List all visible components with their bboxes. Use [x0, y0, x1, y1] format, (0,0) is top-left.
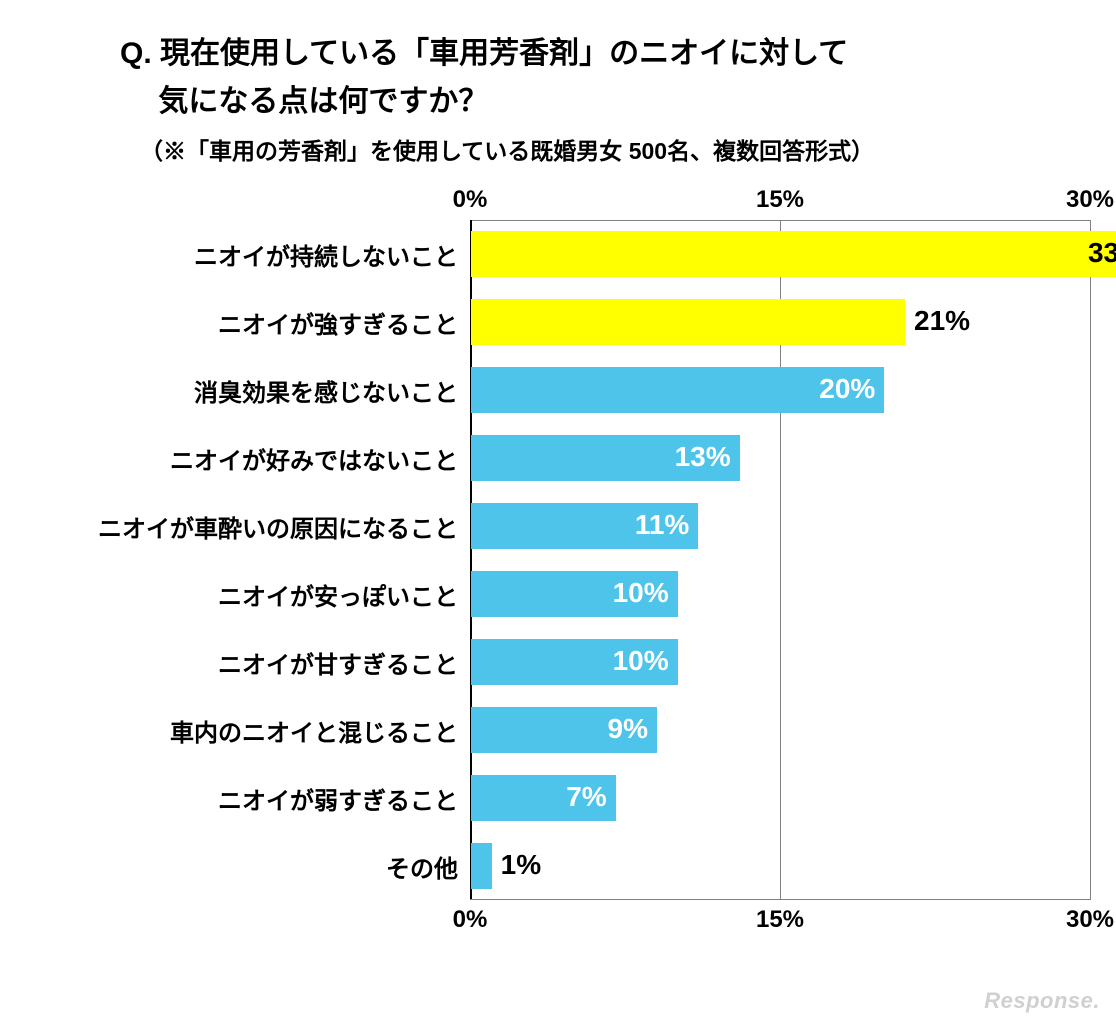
bar-value: 11%	[635, 509, 690, 541]
bar-value: 9%	[608, 713, 648, 745]
category-label: ニオイが安っぽいこと	[40, 577, 470, 612]
category-label: ニオイが車酔いの原因になること	[40, 509, 470, 544]
bar-row: ニオイが強すぎること 21%	[40, 288, 1076, 356]
x-tick-top: 0%	[453, 186, 488, 214]
bar	[471, 843, 492, 889]
plot-area: ニオイが持続しないこと33% ニオイが強すぎること 21% 消臭効果を感じないこと 20…	[40, 220, 1076, 900]
bar-value: 10%	[613, 577, 669, 609]
title-line-1: Q. 現在使用している「車用芳香剤」のニオイに対して	[120, 30, 1076, 78]
bar-row: ニオイが弱すぎること 7%	[40, 764, 1076, 832]
category-label: その他	[40, 849, 470, 884]
bar-value: 33%	[1088, 237, 1116, 269]
bar-row: ニオイが持続しないこと33%	[40, 220, 1076, 288]
x-tick-top: 30%	[1066, 186, 1114, 214]
bar-value: 21%	[914, 305, 970, 337]
x-tick-bottom: 0%	[453, 906, 488, 934]
category-label: ニオイが強すぎること	[40, 305, 470, 340]
category-label: ニオイが甘すぎること	[40, 645, 470, 680]
x-tick-bottom: 30%	[1066, 906, 1114, 934]
x-axis-bottom: 0%15%30%	[40, 900, 1076, 936]
x-tick-top: 15%	[756, 186, 804, 214]
category-label: 消臭効果を感じないこと	[40, 373, 470, 408]
chart-container: Q. 現在使用している「車用芳香剤」のニオイに対して 気になる点は何ですか？ （…	[0, 0, 1116, 936]
bar-row: ニオイが安っぽいこと 10%	[40, 560, 1076, 628]
bar-row: 車内のニオイと混じること 9%	[40, 696, 1076, 764]
category-label: ニオイが好みではないこと	[40, 441, 470, 476]
bar-value: 7%	[566, 781, 606, 813]
bar-row: その他 1%	[40, 832, 1076, 900]
bar	[471, 231, 1116, 277]
x-axis-top: 0%15%30%	[40, 184, 1076, 220]
watermark: Response.	[984, 988, 1100, 1014]
title-line-2: 気になる点は何ですか？	[120, 78, 1076, 126]
bar-value: 20%	[819, 373, 875, 405]
x-tick-bottom: 15%	[756, 906, 804, 934]
category-label: 車内のニオイと混じること	[40, 713, 470, 748]
bar-value: 10%	[613, 645, 669, 677]
subtitle: （※「車用の芳香剤」を使用している既婚男女 500名、複数回答形式）	[140, 132, 1076, 166]
chart: 0%15%30% ニオイが持続しないこと33%ニオイが強すぎること21%消臭効果…	[40, 184, 1076, 936]
title-block: Q. 現在使用している「車用芳香剤」のニオイに対して 気になる点は何ですか？ （…	[120, 30, 1076, 166]
bar-value: 13%	[675, 441, 731, 473]
category-label: ニオイが弱すぎること	[40, 781, 470, 816]
bar	[471, 299, 905, 345]
category-label: ニオイが持続しないこと	[40, 237, 470, 272]
bar-row: ニオイが好みではないこと 13%	[40, 424, 1076, 492]
bar-row: 消臭効果を感じないこと 20%	[40, 356, 1076, 424]
gridline	[1090, 220, 1091, 900]
bar-value: 1%	[501, 849, 541, 881]
bar-row: ニオイが甘すぎること 10%	[40, 628, 1076, 696]
bar-row: ニオイが車酔いの原因になること 11%	[40, 492, 1076, 560]
